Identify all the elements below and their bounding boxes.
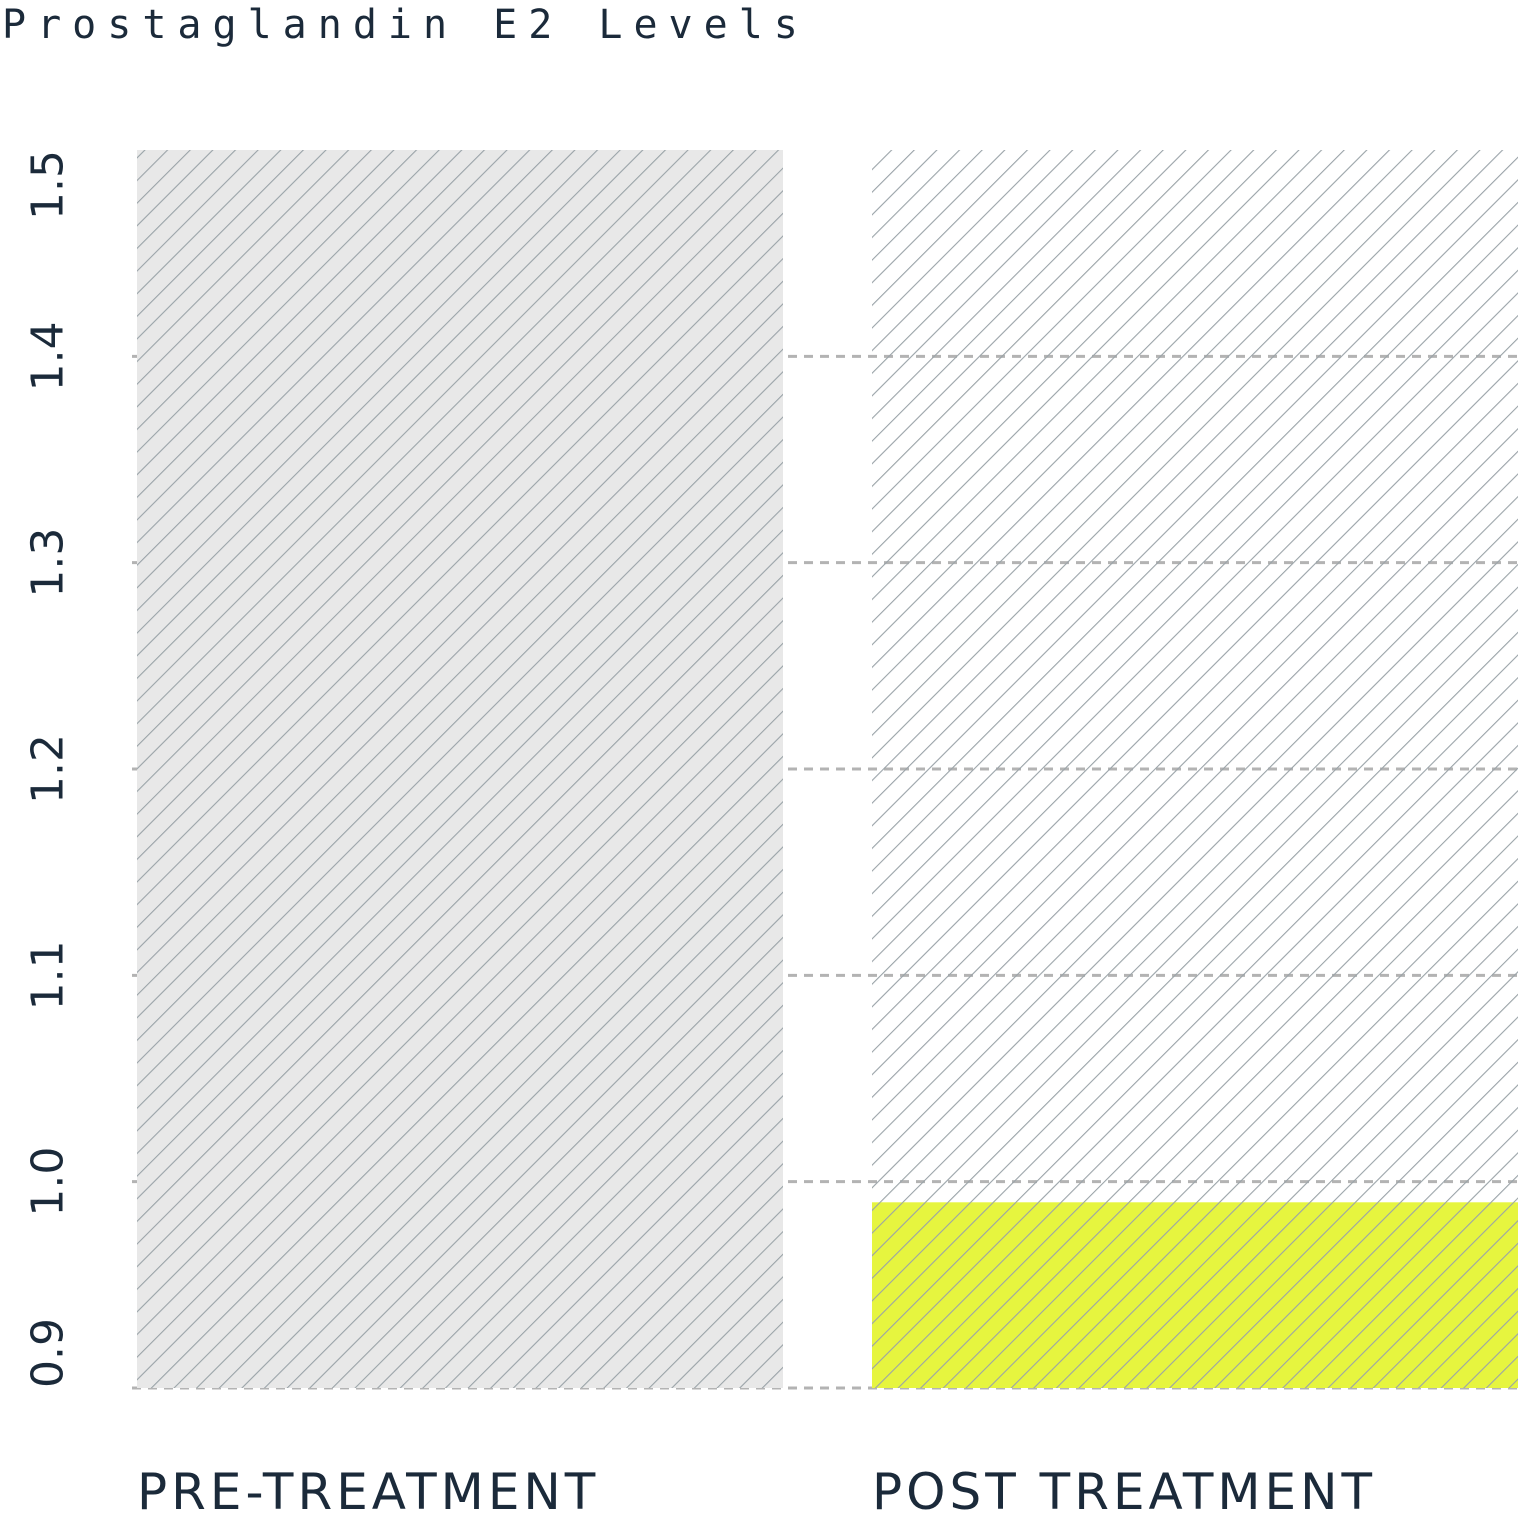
y-tick-label: 0.9	[23, 1318, 74, 1388]
y-tick-label: 1.1	[23, 940, 74, 1010]
chart-title: Prostaglandin E2 Levels	[2, 2, 809, 48]
y-tick-label: 1.5	[23, 150, 74, 220]
y-tick-label: 1.2	[23, 734, 74, 804]
y-tick-label: 1.3	[23, 528, 74, 598]
bar-hatch	[872, 1202, 1518, 1388]
y-tick-label: 1.0	[23, 1147, 74, 1217]
bars	[137, 150, 1518, 1388]
y-tick-label: 1.4	[23, 321, 74, 391]
x-category-label: POST TREATMENT	[872, 1463, 1376, 1516]
bar-background	[872, 150, 1518, 1388]
y-axis-ticks: 0.9 1.0 1.1 1.2 1.3 1.4 1.5	[23, 150, 74, 1388]
x-category-label: PRE-TREATMENT	[137, 1463, 599, 1516]
x-axis-labels: PRE-TREATMENT POST TREATMENT	[137, 1463, 1376, 1516]
bar-hatch	[137, 150, 783, 1388]
